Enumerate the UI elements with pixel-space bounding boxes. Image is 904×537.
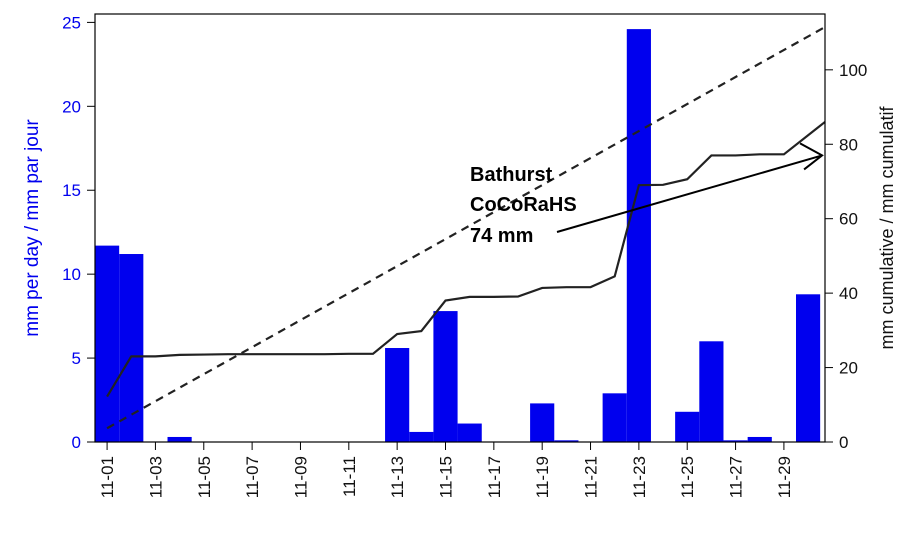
plot-frame: [94, 13, 826, 443]
bar-11-20: [554, 440, 579, 442]
x-tick-label-11-09: 11-09: [291, 456, 310, 498]
y-left-tick-label-0: 0: [72, 433, 81, 452]
x-tick-label-11-03: 11-03: [146, 456, 165, 498]
y-right-tick-label-60: 60: [839, 210, 858, 229]
x-tick-label-11-23: 11-23: [630, 456, 649, 498]
bar-11-28: [747, 436, 772, 442]
bar-11-27: [723, 440, 748, 442]
normal-cumulative-line: [106, 26, 826, 430]
bar-11-04: [167, 436, 192, 442]
x-tick-label-11-17: 11-17: [485, 456, 504, 498]
bar-11-19: [530, 403, 555, 442]
y-right-tick-label-80: 80: [839, 135, 858, 154]
y-right-label: mm cumulative / mm cumulatif: [877, 105, 897, 349]
x-tick-label-11-29: 11-29: [775, 456, 794, 498]
y-left-tick-label-5: 5: [72, 349, 81, 368]
x-axis: 11-01 11-03 11-05 11-07 11-09 11-11 11-13 11-15…: [98, 442, 794, 498]
x-tick-label-11-13: 11-13: [388, 456, 407, 498]
bar-11-01: [95, 245, 120, 442]
annotation-arrow-line: [556, 154, 823, 233]
y-left-tick-label-25: 25: [62, 13, 81, 32]
x-tick-label-11-15: 11-15: [436, 456, 455, 498]
cumulative-line: [106, 121, 826, 398]
annotation-line-1: Bathurst: [470, 164, 553, 186]
right-axis: 0 20 40 60 80 100: [825, 61, 867, 452]
chart-lines: [106, 26, 826, 430]
x-tick-label-11-07: 11-07: [243, 456, 262, 498]
bar-11-23: [626, 29, 651, 442]
y-left-tick-label-10: 10: [62, 265, 81, 284]
x-tick-label-11-27: 11-27: [727, 456, 746, 498]
bar-11-02: [119, 254, 144, 442]
x-tick-label-11-19: 11-19: [533, 456, 552, 498]
y-right-tick-label-40: 40: [839, 284, 858, 303]
x-tick-label-11-21: 11-21: [582, 456, 601, 498]
annotation-line-2: CoCoRaHS: [470, 194, 577, 216]
bar-11-16: [457, 423, 482, 442]
y-left-tick-label-20: 20: [62, 97, 81, 116]
annotation-line-3: 74 mm: [470, 225, 533, 247]
y-left-tick-label-15: 15: [62, 181, 81, 200]
bar-11-15: [433, 311, 458, 442]
left-axis: 0 5 10 15 20 25: [62, 13, 95, 452]
x-tick-label-11-25: 11-25: [678, 456, 697, 498]
bar-11-30: [795, 294, 821, 442]
bar-11-26: [699, 341, 724, 442]
bar-11-14: [409, 431, 434, 442]
bar-11-22: [602, 393, 627, 442]
daily-bars: [95, 29, 821, 442]
y-left-label: mm per day / mm par jour: [22, 119, 43, 337]
x-tick-label-11-11: 11-11: [340, 456, 359, 497]
bar-11-13: [385, 348, 410, 442]
annotation: Bathurst CoCoRaHS 74 mm: [470, 142, 824, 247]
annotation-arrowhead: [799, 142, 824, 171]
x-tick-label-11-05: 11-05: [195, 456, 214, 498]
bar-11-25: [675, 411, 700, 442]
x-tick-label-11-01: 11-01: [98, 456, 117, 498]
y-right-tick-label-100: 100: [839, 61, 867, 80]
y-right-tick-label-0: 0: [839, 433, 848, 452]
y-right-tick-label-20: 20: [839, 359, 858, 378]
